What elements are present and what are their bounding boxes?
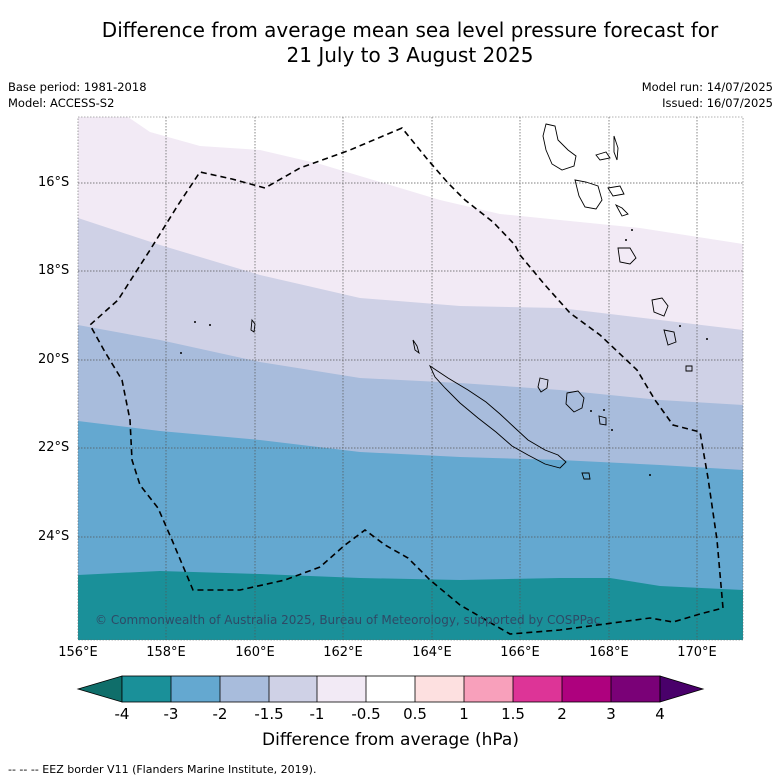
pentecost [613, 135, 619, 161]
colorbar-swatch [220, 676, 269, 702]
belep-islands [412, 339, 420, 355]
lon-label: 166°E [500, 645, 540, 660]
base-period: Base period: 1981-2018 [8, 80, 147, 94]
lat-label: 18°S [38, 263, 70, 278]
metadata-right: Model run: 14/07/2025 Issued: 16/07/2025 [642, 79, 773, 111]
eez-footnote: -- -- -- EEZ border V11 (Flanders Marine… [8, 763, 317, 776]
colorbar-tick: -2 [212, 705, 228, 723]
colorbar-swatch [415, 676, 464, 702]
model-name: Model: ACCESS-S2 [8, 96, 115, 110]
colorbar-tick: 0.5 [403, 705, 427, 723]
efate [617, 247, 637, 265]
graticule [78, 117, 743, 640]
tanna [663, 329, 677, 346]
epi-shepherds [614, 203, 629, 217]
colorbar-tick: -4 [114, 705, 130, 723]
ouvea-island [537, 377, 549, 393]
colorbar-tick: 3 [606, 705, 616, 723]
colorbar-tick: -1 [309, 705, 325, 723]
band-near-average [128, 117, 743, 244]
lon-label: 168°E [589, 645, 629, 660]
colorbar-swatch [317, 676, 366, 702]
colorbar-tick: -3 [163, 705, 179, 723]
lat-label: 16°S [38, 175, 70, 190]
ambrym [607, 185, 625, 197]
coastlines [250, 123, 693, 480]
colorbar-swatch [171, 676, 220, 702]
title-line-1: Difference from average mean sea level p… [101, 18, 719, 42]
mare-island [598, 415, 607, 426]
erromango [651, 297, 669, 317]
lat-label: 20°S [38, 352, 70, 367]
colorbar-tick: -0.5 [351, 705, 381, 723]
colorbar-high-extension [659, 675, 705, 703]
colorbar-swatch [562, 676, 611, 702]
espiritu-santo [542, 123, 577, 171]
lat-label: 24°S [38, 529, 70, 544]
metadata-left: Base period: 1981-2018 Model: ACCESS-S2 [8, 79, 147, 111]
colorbar-swatch [513, 676, 562, 702]
colorbar-tick: 2 [557, 705, 567, 723]
lon-label: 156°E [58, 645, 98, 660]
new-caledonia [428, 364, 567, 469]
colorbar-low-extension [76, 675, 123, 703]
colorbar-tick: 1 [459, 705, 469, 723]
colorbar-dividers [170, 676, 612, 702]
model-run: Model run: 14/07/2025 [641, 80, 773, 94]
colorbar-title: Difference from average (hPa) [262, 730, 519, 750]
colorbar-swatch [269, 676, 317, 702]
chesterfield-reef [250, 318, 256, 333]
colorbar-swatch [366, 676, 415, 702]
lat-label: 22°S [38, 440, 70, 455]
colorbar-tick: 1.5 [501, 705, 525, 723]
aneityum [685, 365, 693, 372]
lon-label: 170°E [677, 645, 717, 660]
colorbar-outline [121, 675, 661, 703]
lon-label: 162°E [323, 645, 363, 660]
small-islets [180, 229, 708, 476]
colorbar-swatch [464, 676, 513, 702]
lifou-island [565, 390, 585, 413]
page-title: Difference from average mean sea level p… [0, 18, 781, 68]
colorbar [76, 675, 705, 703]
lon-label: 160°E [235, 645, 275, 660]
colorbar-tick: -1.5 [254, 705, 284, 723]
lon-label: 158°E [146, 645, 186, 660]
ambae [595, 151, 611, 161]
colorbar-swatch [611, 676, 660, 702]
colorbar-swatch [122, 676, 171, 702]
issued-date: Issued: 16/07/2025 [662, 96, 773, 110]
eez-border [88, 127, 724, 635]
map-panel [78, 117, 743, 640]
colorbar-tick: 4 [655, 705, 665, 723]
title-line-2: 21 July to 3 August 2025 [286, 43, 534, 67]
malekula [574, 179, 603, 210]
copyright-credit: © Commonwealth of Australia 2025, Bureau… [95, 613, 601, 627]
isle-of-pines [581, 472, 591, 480]
lon-label: 164°E [412, 645, 452, 660]
